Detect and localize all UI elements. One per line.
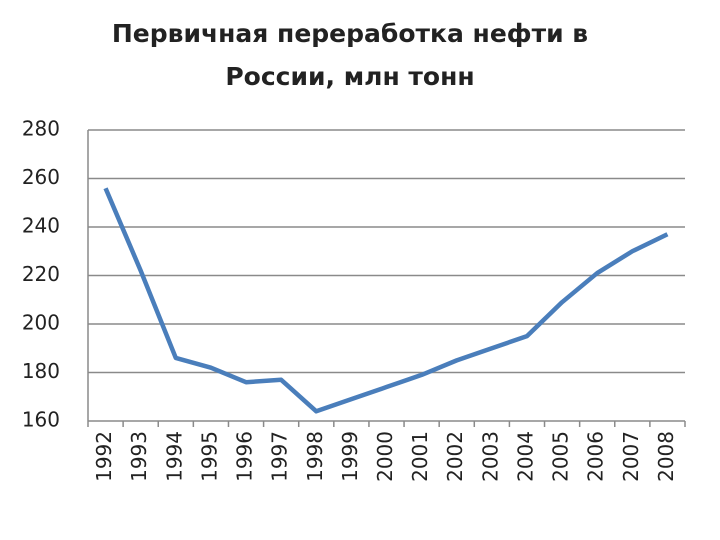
x-tick-label: 2000 [373,431,397,482]
x-tick-label: 2002 [443,431,467,482]
x-tick-label: 1992 [92,431,116,482]
x-tick-label: 2008 [654,431,678,482]
x-tick-label: 1995 [197,431,221,482]
data-line [103,187,669,414]
chart-title: Первичная переработка нефти в России, мл… [111,19,589,91]
x-tick-label: 1994 [162,431,186,482]
x-tick-label: 1993 [127,431,151,482]
x-tick-label: 2001 [408,431,432,482]
y-tick-label: 180 [22,359,60,383]
x-tick-label: 2007 [619,431,643,482]
y-tick-label: 200 [22,311,60,335]
y-tick-label: 160 [22,408,60,432]
x-tick-label: 2003 [478,431,502,482]
x-tick-label: 1998 [303,431,327,482]
y-tick-label: 220 [22,262,60,286]
x-tick-label: 1996 [233,431,257,482]
y-tick-label: 260 [22,165,60,189]
x-tick-label: 1997 [268,431,292,482]
x-tick-label: 1999 [338,431,362,482]
y-tick-label: 280 [22,117,60,141]
y-tick-label: 240 [22,214,60,238]
x-tick-label: 2004 [513,431,537,482]
x-tick-label: 2005 [549,431,573,482]
x-tick-label: 2006 [584,431,608,482]
